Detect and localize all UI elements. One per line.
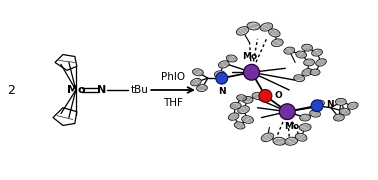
Ellipse shape (234, 122, 245, 129)
Text: N: N (218, 87, 226, 96)
Ellipse shape (259, 89, 272, 102)
Ellipse shape (300, 114, 311, 121)
Ellipse shape (197, 85, 208, 91)
Text: THF: THF (163, 98, 183, 108)
Text: 2: 2 (8, 84, 15, 96)
Text: PhIO: PhIO (161, 72, 185, 82)
Ellipse shape (214, 71, 225, 78)
Ellipse shape (269, 29, 280, 37)
Text: Mo: Mo (284, 123, 299, 132)
Ellipse shape (247, 22, 260, 30)
Text: Mo: Mo (242, 52, 257, 61)
Ellipse shape (314, 100, 324, 107)
Ellipse shape (335, 98, 346, 105)
Text: Mo: Mo (67, 85, 85, 95)
Ellipse shape (216, 72, 228, 84)
Ellipse shape (302, 44, 313, 51)
Ellipse shape (284, 47, 295, 54)
Ellipse shape (230, 102, 241, 109)
Ellipse shape (192, 69, 203, 76)
Ellipse shape (242, 116, 254, 123)
Ellipse shape (311, 100, 323, 112)
Text: tBu: tBu (130, 85, 148, 95)
Ellipse shape (299, 124, 311, 131)
Ellipse shape (304, 59, 314, 66)
Ellipse shape (333, 114, 344, 121)
Ellipse shape (295, 133, 307, 141)
Ellipse shape (252, 93, 263, 99)
Ellipse shape (310, 69, 320, 75)
Ellipse shape (238, 106, 249, 114)
Text: N: N (97, 85, 106, 95)
Ellipse shape (260, 23, 273, 31)
Ellipse shape (310, 110, 321, 117)
Ellipse shape (218, 61, 229, 68)
Ellipse shape (243, 64, 259, 80)
Ellipse shape (347, 102, 358, 109)
Ellipse shape (242, 96, 253, 103)
Ellipse shape (236, 27, 249, 35)
Ellipse shape (273, 137, 286, 145)
Ellipse shape (279, 104, 295, 120)
Ellipse shape (237, 95, 246, 101)
Text: O: O (274, 91, 282, 100)
Ellipse shape (261, 133, 274, 141)
Ellipse shape (226, 55, 237, 62)
Ellipse shape (302, 69, 312, 76)
Ellipse shape (294, 75, 305, 82)
Ellipse shape (271, 39, 283, 47)
Text: N: N (326, 100, 334, 109)
Ellipse shape (228, 113, 239, 120)
Ellipse shape (191, 78, 201, 86)
Ellipse shape (296, 51, 307, 58)
Ellipse shape (285, 137, 297, 145)
Ellipse shape (316, 59, 326, 66)
Ellipse shape (311, 49, 322, 56)
Ellipse shape (339, 108, 350, 115)
